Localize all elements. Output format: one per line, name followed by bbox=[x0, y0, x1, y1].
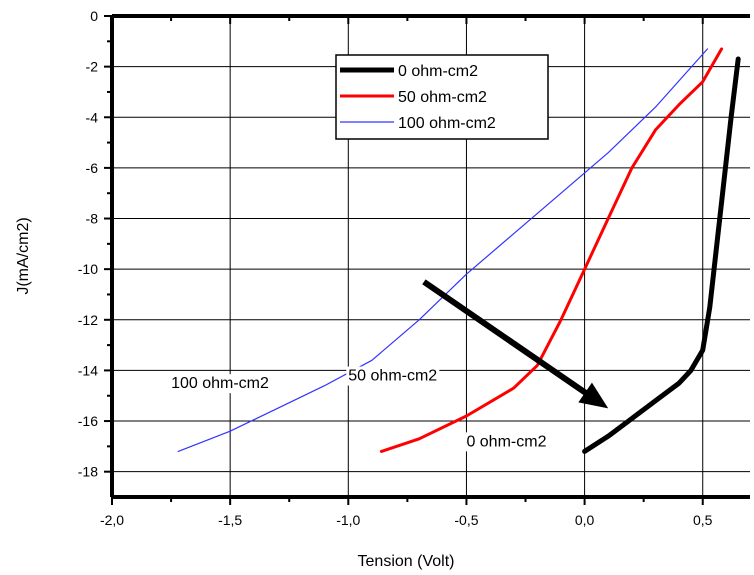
x-tick-label: -1,0 bbox=[336, 512, 360, 528]
series-line bbox=[582, 56, 741, 454]
series-line bbox=[379, 47, 724, 453]
x-tick-label: 0,0 bbox=[575, 512, 595, 528]
legend: 0 ohm-cm2 50 ohm-cm2 100 ohm-cm2 bbox=[335, 54, 549, 140]
y-tick-label: -16 bbox=[78, 413, 98, 429]
legend-label: 0 ohm-cm2 bbox=[398, 63, 478, 80]
annotations: 100 ohm-cm2 50 ohm-cm2 0 ohm-cm2 bbox=[169, 279, 609, 452]
y-axis-title: J(mA/cm2) bbox=[15, 217, 32, 294]
y-tick-label: -18 bbox=[78, 464, 98, 480]
y-tick-label: -2 bbox=[86, 59, 99, 75]
annotation-label: 50 ohm-cm2 bbox=[348, 368, 437, 385]
trend-arrow-head bbox=[578, 382, 609, 409]
x-axis-title: Tension (Volt) bbox=[358, 553, 455, 570]
y-tick-label: -6 bbox=[86, 160, 99, 176]
y-tick-label: -12 bbox=[78, 312, 98, 328]
annotation-label: 0 ohm-cm2 bbox=[466, 433, 546, 450]
y-tick-label: -4 bbox=[86, 109, 99, 125]
x-tick-label: -1,5 bbox=[218, 512, 242, 528]
annotation-bg bbox=[346, 366, 440, 386]
annotation-bg bbox=[169, 374, 271, 394]
axis-ticks: -2,0 -1,5 -1,0 -0,5 0,0 0,5 0 -2 -4 -6 -8 -10 -12 -14… bbox=[78, 8, 713, 528]
y-tick-label: 0 bbox=[90, 8, 98, 24]
y-tick-label: -8 bbox=[86, 211, 99, 227]
x-tick-label: -0,5 bbox=[454, 512, 478, 528]
annotation-label: 100 ohm-cm2 bbox=[171, 375, 269, 392]
x-tick-label: -2,0 bbox=[100, 512, 124, 528]
x-tick-label: 0,5 bbox=[693, 512, 713, 528]
y-tick-label: -10 bbox=[78, 261, 98, 277]
legend-label: 100 ohm-cm2 bbox=[398, 115, 496, 132]
y-tick-label: -14 bbox=[78, 362, 98, 378]
annotation-bg bbox=[464, 432, 549, 452]
trend-arrow-shaft bbox=[422, 279, 596, 401]
legend-label: 50 ohm-cm2 bbox=[398, 89, 487, 106]
